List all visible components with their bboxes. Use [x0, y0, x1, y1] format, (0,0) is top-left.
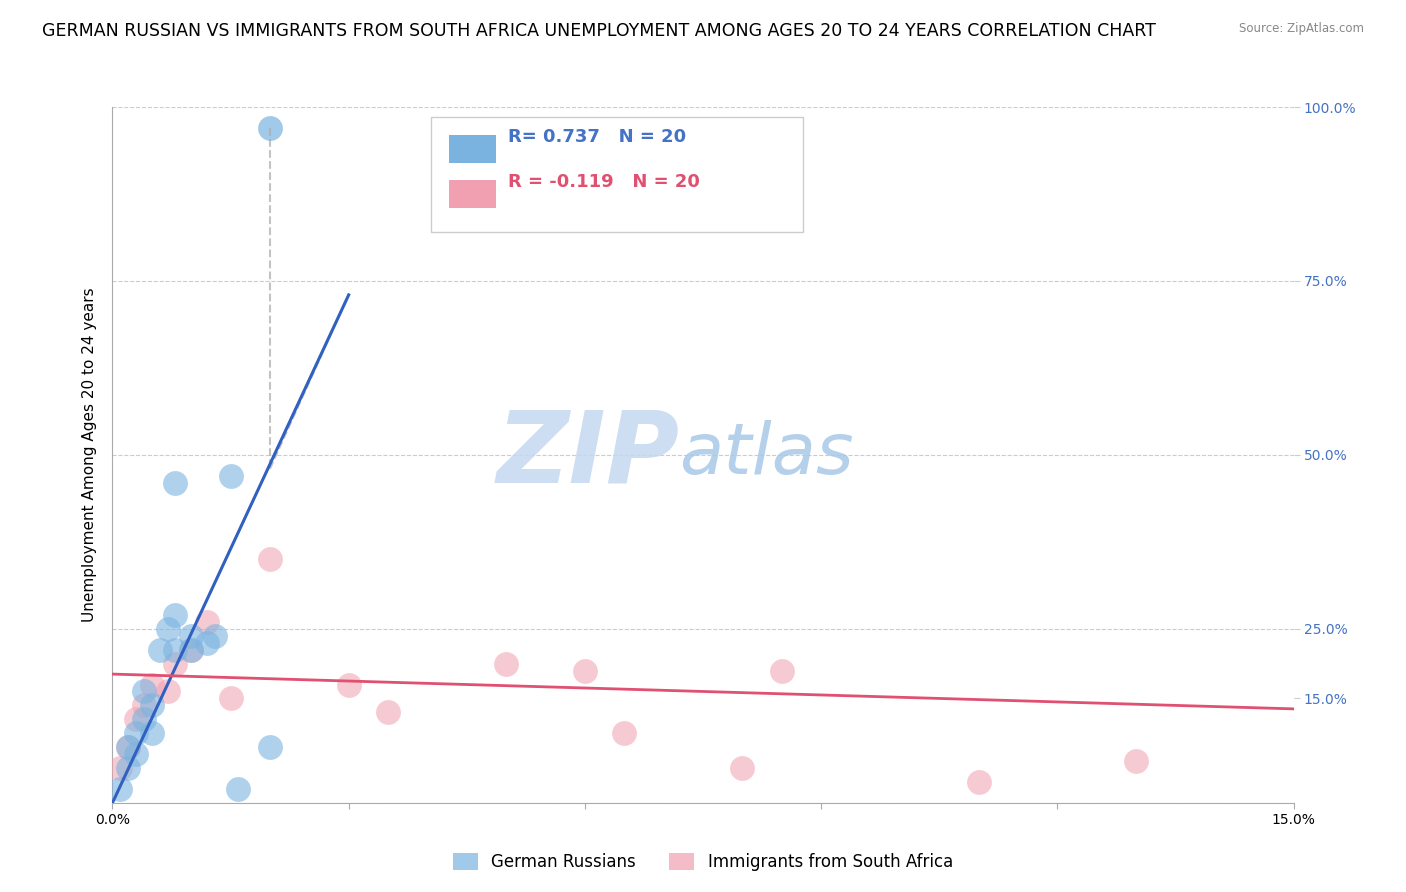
Point	[495, 657, 517, 671]
Text: atlas: atlas	[679, 420, 853, 490]
Point	[219, 468, 242, 483]
Point	[165, 475, 187, 490]
Point	[770, 664, 793, 678]
Point	[125, 712, 148, 726]
Point	[149, 642, 172, 657]
Point	[195, 636, 218, 650]
FancyBboxPatch shape	[449, 180, 496, 208]
Point	[165, 642, 187, 657]
Point	[132, 684, 155, 698]
Point	[110, 761, 132, 775]
Point	[180, 642, 202, 657]
Point	[165, 607, 187, 622]
Point	[110, 781, 132, 796]
Point	[125, 747, 148, 761]
Point	[180, 642, 202, 657]
Point	[377, 706, 399, 720]
Point	[156, 622, 179, 636]
Text: R= 0.737   N = 20: R= 0.737 N = 20	[508, 128, 686, 146]
Point	[731, 761, 754, 775]
Point	[219, 691, 242, 706]
Point	[125, 726, 148, 740]
Text: Source: ZipAtlas.com: Source: ZipAtlas.com	[1239, 22, 1364, 36]
FancyBboxPatch shape	[449, 135, 496, 162]
Point	[195, 615, 218, 629]
Point	[132, 712, 155, 726]
Point	[574, 664, 596, 678]
Point	[180, 629, 202, 643]
Point	[967, 775, 990, 789]
Point	[259, 552, 281, 566]
Point	[337, 677, 360, 691]
Point	[132, 698, 155, 713]
Point	[259, 740, 281, 755]
Point	[165, 657, 187, 671]
Point	[613, 726, 636, 740]
Point	[141, 726, 163, 740]
Point	[141, 698, 163, 713]
Point	[259, 120, 281, 135]
Text: ZIP: ZIP	[496, 407, 679, 503]
Point	[156, 684, 179, 698]
Point	[204, 629, 226, 643]
Text: GERMAN RUSSIAN VS IMMIGRANTS FROM SOUTH AFRICA UNEMPLOYMENT AMONG AGES 20 TO 24 : GERMAN RUSSIAN VS IMMIGRANTS FROM SOUTH …	[42, 22, 1156, 40]
Point	[117, 740, 139, 755]
Point	[117, 740, 139, 755]
Point	[141, 677, 163, 691]
Point	[1125, 754, 1147, 768]
FancyBboxPatch shape	[432, 118, 803, 232]
Text: R = -0.119   N = 20: R = -0.119 N = 20	[508, 173, 700, 191]
Y-axis label: Unemployment Among Ages 20 to 24 years: Unemployment Among Ages 20 to 24 years	[82, 287, 97, 623]
Legend: German Russians, Immigrants from South Africa: German Russians, Immigrants from South A…	[446, 847, 960, 878]
Point	[228, 781, 250, 796]
Point	[117, 761, 139, 775]
